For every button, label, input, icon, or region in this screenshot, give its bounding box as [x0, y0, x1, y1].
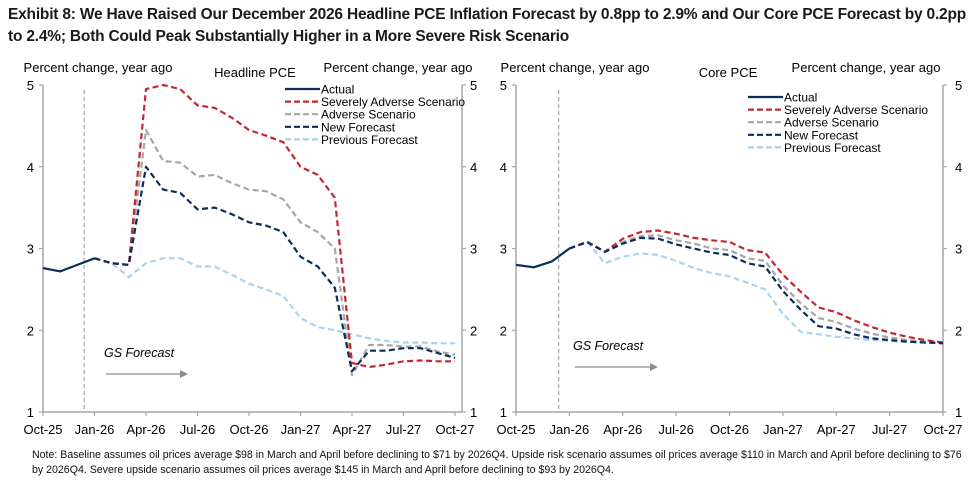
- y-tick-label-right: 2: [955, 323, 962, 338]
- legend-label: Severely Adverse Scenario: [321, 95, 465, 109]
- legend-label: Previous Forecast: [784, 141, 881, 155]
- headline-pce-chart: 1 1 2 2 3 3 4 4 5 5 Oct-25 Jan-26 Apr-26 Jul-26 Oct-26…: [23, 60, 477, 437]
- x-tick-label: Apr-27: [332, 422, 371, 437]
- x-tick-label: Jul-26: [180, 422, 215, 437]
- series-actual: [42, 257, 95, 273]
- legend-label: Actual: [321, 83, 354, 97]
- forecast-arrow-head: [180, 370, 188, 378]
- series-actual: [515, 247, 571, 269]
- gs-forecast-label: GS Forecast: [573, 339, 644, 353]
- y-tick-label-right: 3: [470, 242, 477, 257]
- legend-label: Severely Adverse Scenario: [784, 103, 928, 117]
- y-axis-title-right: Percent change, year ago: [324, 60, 473, 75]
- x-tick-label: Oct-26: [229, 422, 268, 437]
- gs-forecast-label: GS Forecast: [104, 346, 175, 360]
- series-previous-forecast: [569, 240, 943, 344]
- x-tick-label: Jan-27: [763, 422, 803, 437]
- y-tick-label-right: 1: [955, 405, 962, 420]
- y-axis-title-left: Percent change, year ago: [501, 60, 650, 75]
- x-tick-label: Oct-26: [710, 422, 749, 437]
- x-tick-label: Jan-27: [281, 422, 321, 437]
- legend-label: New Forecast: [784, 128, 859, 142]
- x-tick-label: Jan-26: [550, 422, 590, 437]
- legend-label: New Forecast: [321, 120, 396, 134]
- x-tick-label: Oct-27: [435, 422, 474, 437]
- x-tick-label: Oct-25: [23, 422, 62, 437]
- x-tick-label: Oct-25: [496, 422, 535, 437]
- exhibit-title: Exhibit 8: We Have Raised Our December 2…: [8, 6, 967, 45]
- y-tick-label-left: 3: [27, 242, 34, 257]
- y-tick-label-left: 4: [500, 160, 507, 175]
- x-tick-label: Apr-26: [603, 422, 642, 437]
- y-tick-label-right: 1: [470, 405, 477, 420]
- y-tick-label-left: 4: [27, 160, 34, 175]
- x-tick-label: Jul-26: [658, 422, 693, 437]
- series-severely-adverse-scenario: [569, 229, 944, 344]
- chart-title: Core PCE: [699, 65, 758, 80]
- y-tick-label-left: 1: [500, 405, 507, 420]
- x-tick-label: Jul-27: [386, 422, 421, 437]
- y-tick-label-left: 5: [500, 78, 507, 93]
- y-tick-label-right: 3: [955, 242, 962, 257]
- series-new-forecast: [94, 165, 456, 373]
- y-axis-title-left: Percent change, year ago: [24, 60, 173, 75]
- chart-title: Headline PCE: [214, 65, 296, 80]
- series-new-forecast: [569, 236, 944, 345]
- x-tick-label: Apr-27: [817, 422, 856, 437]
- legend-label: Adverse Scenario: [321, 108, 416, 122]
- x-tick-label: Jan-26: [75, 422, 115, 437]
- y-tick-label-right: 5: [955, 78, 962, 93]
- series-previous-forecast: [94, 257, 455, 345]
- legend-label: Actual: [784, 91, 817, 105]
- forecast-arrow-head: [650, 363, 658, 371]
- core-pce-chart: 1 1 2 2 3 3 4 4 5 5 Oct-25 Jan-26 Apr-26 Jul-26 Oct-26…: [496, 60, 962, 437]
- y-tick-label-right: 4: [470, 160, 477, 175]
- y-tick-label-left: 1: [27, 405, 34, 420]
- series-severely-adverse-scenario: [94, 83, 455, 369]
- legend-label: Adverse Scenario: [784, 116, 879, 130]
- x-tick-label: Apr-26: [126, 422, 165, 437]
- y-tick-label-right: 4: [955, 160, 962, 175]
- y-tick-label-left: 5: [27, 78, 34, 93]
- series-adverse-scenario: [569, 234, 944, 344]
- footnote: Note: Baseline assumes oil prices averag…: [32, 449, 962, 476]
- y-tick-label-right: 5: [470, 78, 477, 93]
- y-tick-label-left: 3: [500, 242, 507, 257]
- legend-label: Previous Forecast: [321, 133, 418, 147]
- x-tick-label: Jul-27: [872, 422, 907, 437]
- y-tick-label-left: 2: [27, 323, 34, 338]
- y-axis-title-right: Percent change, year ago: [792, 60, 941, 75]
- y-tick-label-left: 2: [500, 323, 507, 338]
- y-tick-label-right: 2: [470, 323, 477, 338]
- x-tick-label: Oct-27: [923, 422, 962, 437]
- series-adverse-scenario: [94, 128, 456, 377]
